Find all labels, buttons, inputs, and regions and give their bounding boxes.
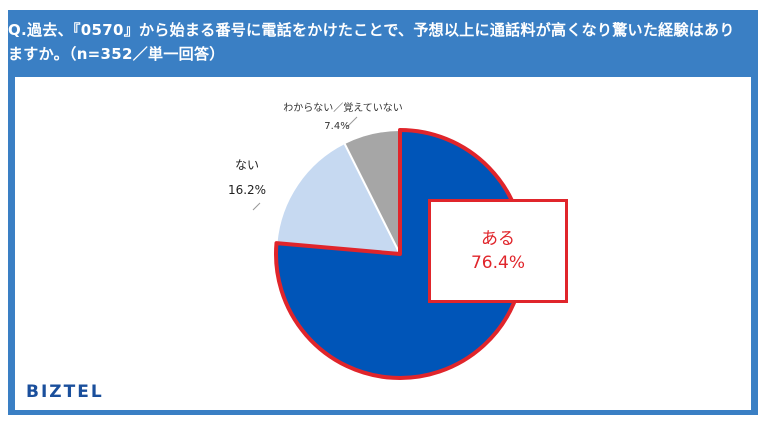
pie-slice-aru	[274, 128, 526, 380]
pie-chart: わからない／覚えていない 7.4% ない 16.2%	[228, 101, 526, 380]
leader-line-wakaranai	[346, 116, 358, 128]
slice-label-aru-name: ある	[481, 229, 515, 249]
brand-logo: BIZTEL	[26, 382, 104, 402]
slice-label-wakaranai-value: 7.4%	[324, 121, 349, 132]
slice-label-nai-name: ない	[235, 158, 259, 172]
slice-label-nai-value: 16.2%	[228, 183, 266, 197]
question-title: Q.過去、『0570』から始まる番号に電話をかけたことで、予想以上に通話料が高く…	[8, 21, 735, 63]
slice-label-wakaranai-name: わからない／覚えていない	[283, 101, 403, 114]
highlight-callout: ある 76.4%	[428, 199, 568, 303]
pie-slice-nai	[275, 141, 402, 256]
slice-label-aru-value: 76.4%	[470, 253, 525, 273]
leader-line-nai	[252, 202, 261, 211]
